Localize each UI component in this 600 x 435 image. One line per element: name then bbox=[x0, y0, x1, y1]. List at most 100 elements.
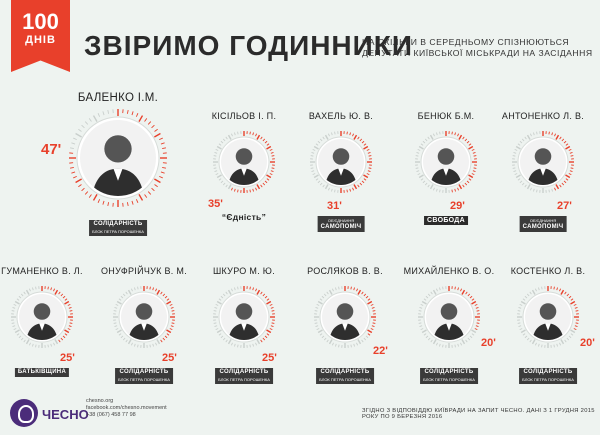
clock-tick bbox=[469, 295, 473, 299]
clock-tick bbox=[266, 178, 270, 181]
clock-tick bbox=[353, 287, 356, 291]
clock-tick bbox=[464, 138, 468, 142]
clock-tick bbox=[416, 151, 420, 154]
clock-tick bbox=[367, 170, 371, 173]
brand-name: ЧЕСНО bbox=[42, 407, 89, 422]
clock-tick bbox=[71, 142, 76, 145]
clock-tick bbox=[423, 298, 427, 301]
clock-tick bbox=[521, 182, 525, 186]
clock-tick bbox=[23, 339, 26, 343]
clock-tick bbox=[553, 344, 555, 348]
clock-tick bbox=[352, 187, 355, 191]
clock-tick bbox=[330, 188, 333, 192]
party-label: Солідарність блок Петра Порошенка bbox=[519, 368, 577, 384]
clock-tick bbox=[311, 170, 315, 173]
clock-tick bbox=[531, 289, 536, 295]
portrait-icon bbox=[121, 294, 167, 340]
clock-tick bbox=[135, 113, 139, 117]
deputy-name: МИХАЙЛЕНКО В. О. bbox=[403, 266, 495, 276]
clock-tick bbox=[225, 339, 228, 343]
clock-tick bbox=[346, 189, 348, 193]
deputy-photo bbox=[423, 139, 469, 185]
late-minutes: 47' bbox=[41, 141, 62, 158]
clock-tick bbox=[526, 184, 531, 190]
clock-tick bbox=[472, 170, 476, 173]
clock-tick bbox=[252, 343, 255, 347]
clock-tick bbox=[524, 184, 527, 188]
clock-tick bbox=[361, 180, 365, 184]
clock-tick bbox=[62, 295, 66, 299]
clock-tick bbox=[321, 295, 325, 299]
clock-tick bbox=[468, 145, 474, 150]
clock-tick bbox=[466, 140, 470, 144]
clock-tick bbox=[519, 303, 523, 306]
clock-tick bbox=[422, 180, 426, 184]
clock-tick bbox=[115, 303, 119, 306]
site-link[interactable]: chesno.org bbox=[86, 398, 114, 404]
clock-tick bbox=[75, 178, 82, 184]
clock-tick bbox=[363, 145, 369, 150]
clock-tick bbox=[92, 115, 98, 122]
clock-tick bbox=[256, 184, 261, 190]
clock-tick bbox=[102, 200, 105, 205]
clock-tick bbox=[524, 136, 527, 140]
clock-tick bbox=[233, 287, 236, 291]
deputy-name: АНТОНЕНКО Л. В. bbox=[501, 111, 585, 121]
clock-tick bbox=[435, 288, 438, 292]
clock-tick bbox=[570, 167, 574, 169]
clock-tick bbox=[81, 124, 85, 129]
clock-tick bbox=[160, 339, 163, 343]
clock-tick bbox=[230, 187, 233, 191]
clock-tick bbox=[97, 199, 101, 203]
clock-tick bbox=[35, 344, 37, 348]
clock-tick bbox=[357, 289, 362, 295]
clock-tick bbox=[227, 339, 232, 345]
clock-tick bbox=[357, 136, 360, 140]
clock-tick bbox=[78, 128, 82, 132]
deputy-photo bbox=[19, 294, 65, 340]
clock-tick bbox=[31, 343, 34, 347]
party-label: Солідарність блок Петра Порошенка bbox=[115, 368, 173, 384]
clock-tick bbox=[432, 133, 435, 137]
clock-tick bbox=[454, 344, 456, 348]
clock-tick bbox=[568, 335, 572, 339]
clock-tick bbox=[266, 143, 270, 146]
clock-tick bbox=[115, 328, 119, 331]
clock-tick bbox=[73, 137, 77, 141]
party-label: Свобода bbox=[424, 216, 468, 225]
portrait-icon bbox=[221, 294, 267, 340]
clock-tick bbox=[424, 138, 428, 142]
clock-tick bbox=[513, 170, 517, 173]
clock-tick bbox=[170, 306, 174, 309]
clock-tick bbox=[214, 306, 218, 309]
clock-tick bbox=[419, 306, 423, 309]
clock-tick bbox=[169, 303, 173, 306]
clock-tick bbox=[346, 131, 348, 135]
clock-tick bbox=[417, 173, 421, 176]
clock-tick bbox=[451, 189, 453, 193]
clock-tick bbox=[218, 178, 222, 181]
clock-tick bbox=[316, 328, 320, 331]
clock-tick bbox=[97, 113, 101, 117]
clock-tick bbox=[144, 194, 148, 198]
clock-tick bbox=[350, 344, 352, 348]
clock-tick bbox=[323, 337, 327, 341]
clock-tick bbox=[262, 182, 266, 186]
clock-tick bbox=[118, 298, 122, 301]
clock-tick bbox=[532, 132, 535, 136]
clock-tick bbox=[18, 295, 22, 299]
clock-tick bbox=[372, 310, 376, 312]
clock-tick bbox=[476, 310, 480, 312]
clock-tick bbox=[25, 339, 30, 345]
clock-tick bbox=[316, 303, 320, 306]
clock-tick bbox=[266, 145, 272, 150]
facebook-link[interactable]: facebook.com/chesno.movement bbox=[86, 405, 167, 411]
late-minutes: 22' bbox=[373, 345, 388, 357]
portrait-icon bbox=[19, 294, 65, 340]
clock-tick bbox=[559, 184, 562, 188]
clock-tick bbox=[526, 134, 531, 140]
clock-tick bbox=[315, 325, 319, 328]
clock-tick bbox=[427, 293, 431, 297]
clock-tick bbox=[471, 300, 477, 305]
clock-tick bbox=[249, 131, 251, 135]
